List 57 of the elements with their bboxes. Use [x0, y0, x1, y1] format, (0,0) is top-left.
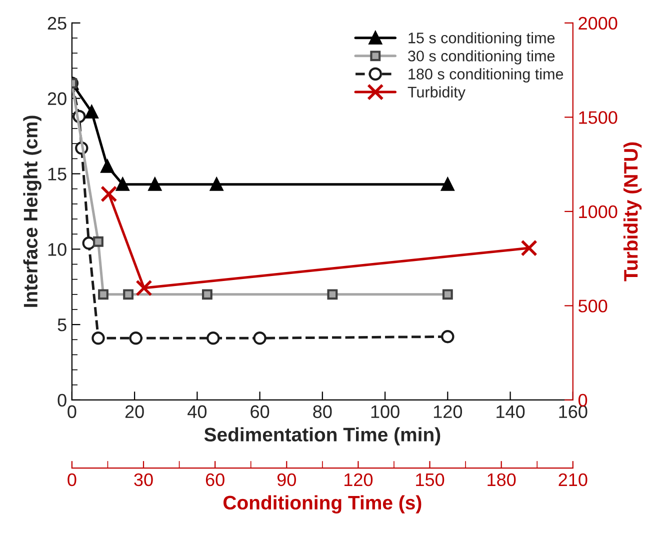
x-tick-label: 20: [125, 405, 144, 418]
point: [100, 186, 118, 202]
y2-tick-label: 2000: [578, 16, 618, 30]
x2-tick-label: 60: [206, 473, 224, 486]
x-tick-label: 80: [313, 405, 332, 418]
point: [136, 280, 152, 296]
point: [100, 160, 114, 173]
y2-tick-label: 0: [578, 394, 588, 407]
y-tick-label: 5: [58, 318, 66, 332]
x2-tick-label: 0: [68, 473, 76, 486]
y-axis-title: Interface Height (cm): [23, 116, 42, 307]
x-tick-label: 0: [68, 405, 76, 418]
x2-axis-title: Conditioning Time (s): [223, 495, 422, 514]
point: [98, 289, 108, 300]
x-tick-label: 60: [250, 405, 270, 418]
legend-label: Turbidity: [408, 86, 466, 101]
x2-tick-label: 150: [416, 473, 444, 486]
x-tick-label: 160: [559, 405, 588, 418]
legend-label: 15 s conditioning time: [408, 32, 555, 46]
x-tick-label: 140: [496, 405, 525, 418]
y-tick-label: 10: [48, 243, 66, 256]
point: [206, 332, 220, 345]
point: [92, 332, 105, 345]
point: [148, 178, 162, 191]
y2-tick-label: 1000: [579, 205, 618, 218]
legend-label: 180 s conditioning time: [408, 68, 564, 82]
point: [116, 178, 130, 191]
point: [129, 332, 142, 345]
x2-tick-label: 30: [134, 473, 153, 486]
point: [93, 236, 104, 247]
x2-tick-label: 120: [344, 473, 373, 486]
point: [520, 240, 538, 256]
x-tick-label: 40: [188, 405, 207, 418]
point: [123, 289, 134, 300]
y2-tick-label: 1500: [579, 111, 618, 124]
y2-axis-title: Turbidity (NTU): [623, 142, 642, 282]
y-tick-label: 25: [48, 16, 66, 30]
x-tick-label: 120: [434, 405, 462, 418]
point: [441, 178, 454, 191]
point: [82, 236, 96, 250]
point: [441, 330, 454, 344]
point: [442, 289, 453, 300]
point: [253, 332, 266, 345]
legend-label: 30 s conditioning time: [408, 50, 555, 64]
x2-tick-label: 90: [277, 473, 296, 486]
y2-tick-label: 500: [578, 300, 608, 312]
x-axis-title: Sedimentation Time (min): [204, 427, 440, 446]
point: [202, 289, 212, 300]
point: [210, 178, 224, 191]
x2-tick-label: 180: [488, 473, 516, 486]
y-tick-label: 0: [58, 394, 66, 407]
y-tick-label: 15: [48, 168, 66, 180]
x-tick-label: 100: [371, 405, 400, 418]
point: [85, 105, 98, 119]
x2-tick-label: 210: [558, 473, 588, 486]
point: [327, 289, 338, 300]
y-tick-label: 20: [48, 92, 66, 106]
